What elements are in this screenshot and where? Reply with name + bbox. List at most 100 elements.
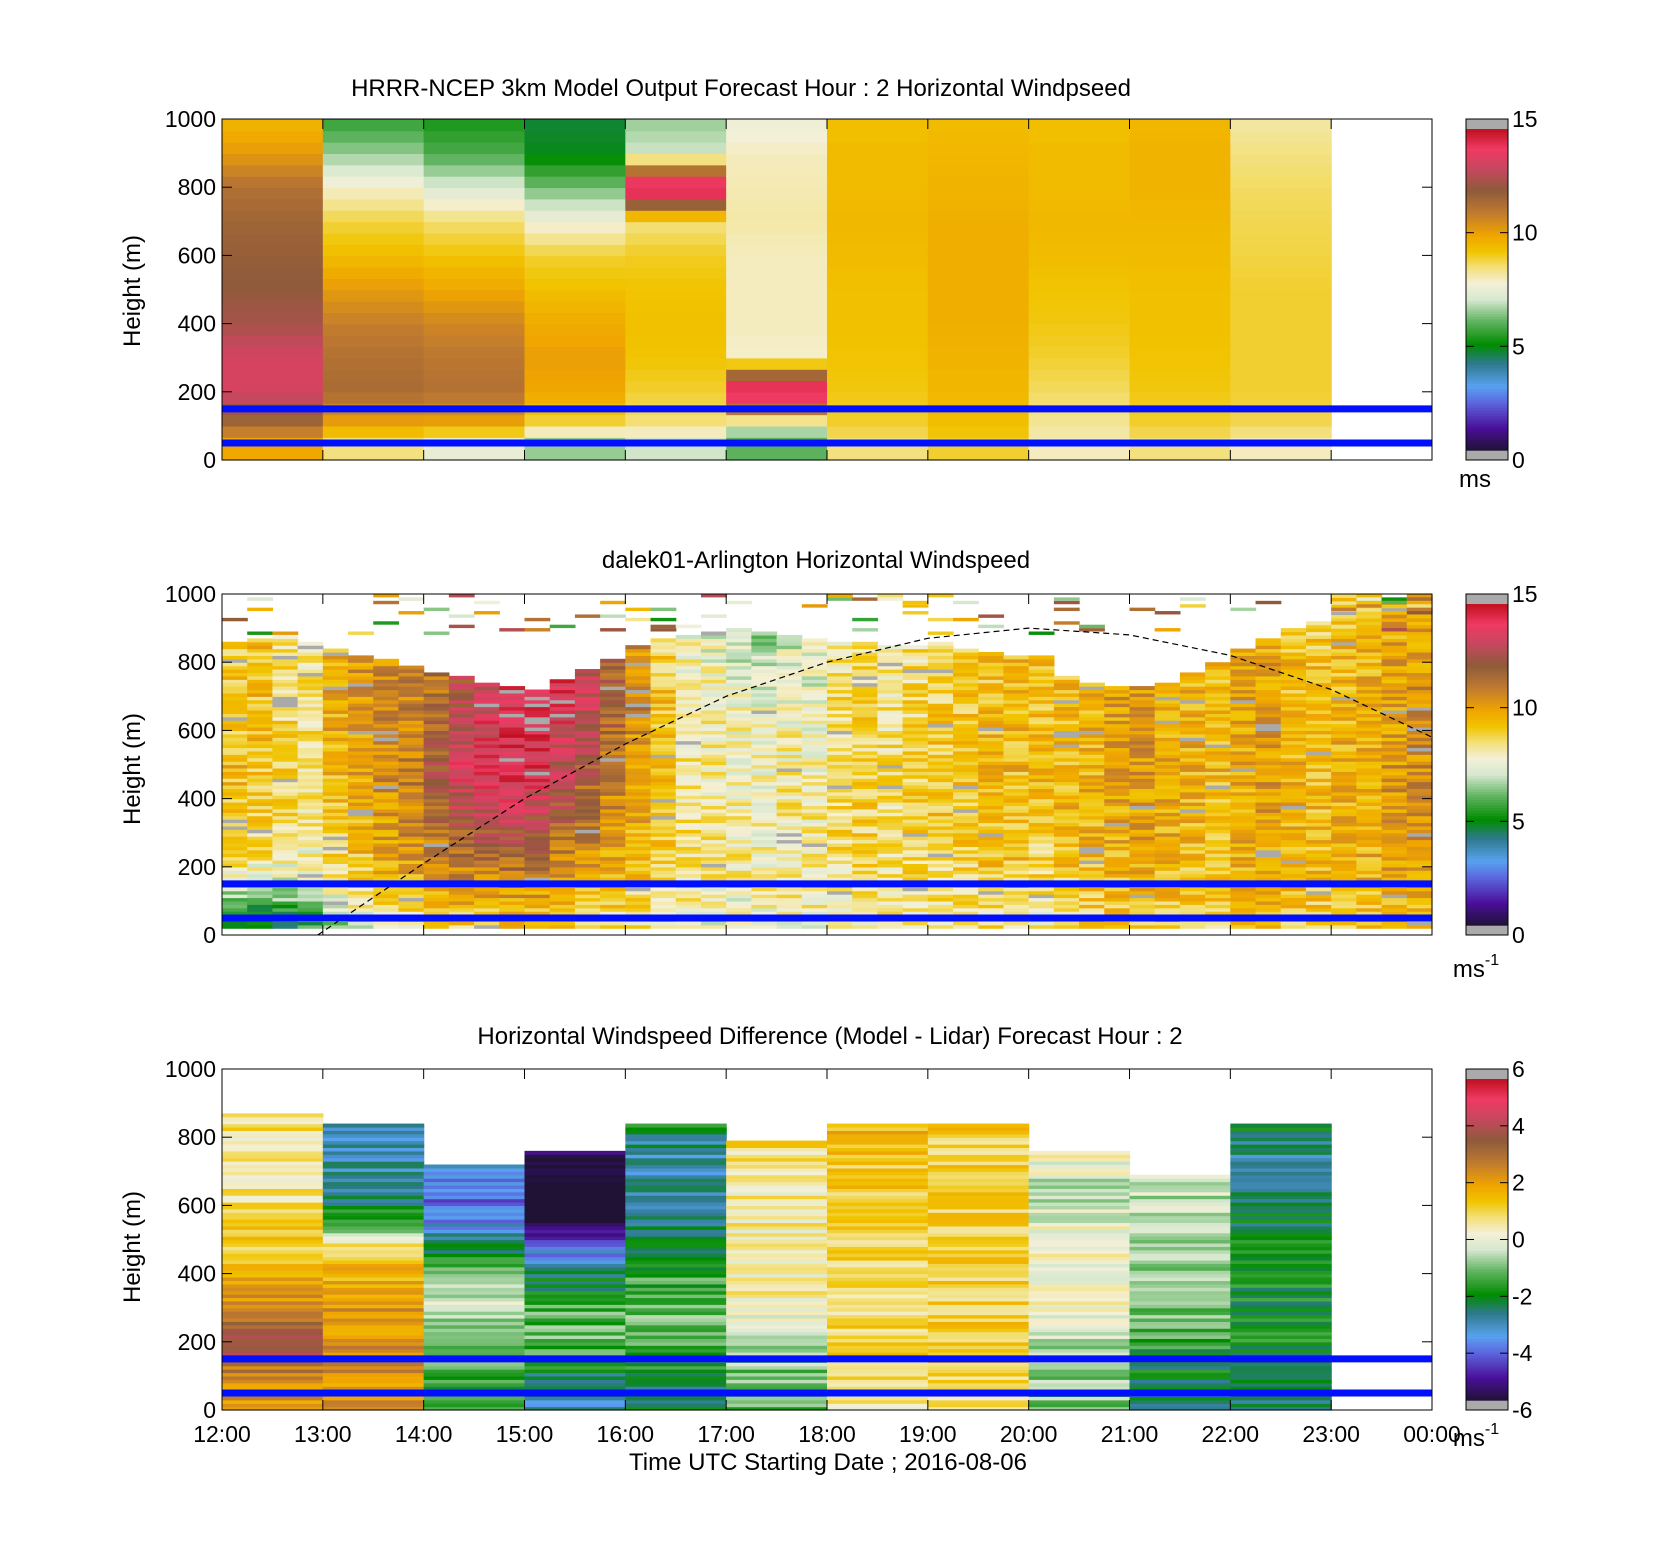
heatmap-cell xyxy=(448,877,475,882)
heatmap-cell xyxy=(322,1123,425,1128)
heatmap-cell xyxy=(726,737,752,742)
heatmap-cell xyxy=(348,699,374,704)
heatmap-cell xyxy=(499,924,526,929)
heatmap-cell xyxy=(222,1263,324,1268)
heatmap-cell xyxy=(827,244,929,257)
heatmap-cell xyxy=(322,1334,425,1339)
heatmap-cell xyxy=(877,696,904,701)
heatmap-cell xyxy=(448,709,475,714)
heatmap-cell xyxy=(247,682,274,687)
heatmap-cell xyxy=(348,706,374,711)
heatmap-cell xyxy=(1255,842,1282,847)
heatmap-cell xyxy=(222,1113,324,1118)
heatmap-cell xyxy=(751,846,778,851)
heatmap-cell xyxy=(827,335,929,348)
heatmap-cell xyxy=(801,822,828,827)
heatmap-cell xyxy=(423,904,450,909)
heatmap-cells xyxy=(222,594,1433,929)
heatmap-cell xyxy=(1129,448,1231,461)
heatmap-cell xyxy=(650,672,677,677)
heatmap-cell xyxy=(222,761,248,766)
heatmap-cell xyxy=(222,737,248,742)
heatmap-cell xyxy=(398,665,425,670)
colorbar-segment xyxy=(1466,793,1508,798)
heatmap-cell xyxy=(625,278,727,291)
heatmap-cell xyxy=(247,709,274,714)
heatmap-cell xyxy=(222,1253,324,1258)
heatmap-cell xyxy=(398,873,425,878)
heatmap-cell xyxy=(1230,907,1257,912)
heatmap-cell xyxy=(953,849,979,854)
heatmap-cell xyxy=(373,679,400,684)
heatmap-cell xyxy=(1230,346,1332,359)
heatmap-cell xyxy=(1104,873,1131,878)
heatmap-cell xyxy=(1381,866,1408,871)
heatmap-cell xyxy=(726,346,828,359)
heatmap-cell xyxy=(222,894,248,899)
heatmap-cell xyxy=(801,907,828,912)
heatmap-cell xyxy=(625,730,652,735)
heatmap-cell xyxy=(700,887,727,892)
heatmap-cell xyxy=(1028,754,1055,759)
heatmap-cell xyxy=(322,849,349,854)
heatmap-cell xyxy=(423,1307,526,1312)
heatmap-cell xyxy=(625,924,652,929)
heatmap-cell xyxy=(373,798,400,803)
heatmap-cell xyxy=(1104,692,1131,697)
heatmap-cell xyxy=(751,894,778,899)
heatmap-cell xyxy=(827,289,929,302)
heatmap-cell xyxy=(1205,859,1231,864)
heatmap-cell xyxy=(1205,819,1231,824)
heatmap-cell xyxy=(222,1161,324,1166)
heatmap-cell xyxy=(297,822,324,827)
heatmap-cell xyxy=(1280,791,1307,796)
heatmap-cell xyxy=(1255,788,1282,793)
heatmap-cell xyxy=(700,648,727,653)
heatmap-cell xyxy=(978,720,1005,725)
heatmap-cell xyxy=(272,750,299,755)
heatmap-cell xyxy=(953,672,979,677)
heatmap-cell xyxy=(524,924,551,929)
heatmap-cell xyxy=(322,900,349,905)
heatmap-cell xyxy=(801,829,828,834)
heatmap-cell xyxy=(726,842,752,847)
heatmap-cell xyxy=(297,764,324,769)
heatmap-cell xyxy=(927,856,954,861)
heatmap-cell xyxy=(953,733,979,738)
heatmap-cell xyxy=(574,723,601,728)
heatmap-cell xyxy=(801,689,828,694)
heatmap-cell xyxy=(474,699,500,704)
heatmap-cell xyxy=(222,1386,324,1391)
heatmap-cell xyxy=(1129,730,1156,735)
heatmap-cell xyxy=(222,1399,324,1404)
heatmap-cell xyxy=(322,825,349,830)
colorbar-segment xyxy=(1466,895,1508,899)
heatmap-cell xyxy=(549,863,576,868)
heatmap-cell xyxy=(1280,812,1307,817)
heatmap-cell xyxy=(322,1144,425,1149)
heatmap-cell xyxy=(1331,628,1357,633)
heatmap-cell xyxy=(373,757,400,762)
heatmap-cell xyxy=(1205,812,1231,817)
heatmap-cell xyxy=(751,679,778,684)
heatmap-cell xyxy=(877,744,904,749)
heatmap-cell xyxy=(726,894,752,899)
heatmap-cell xyxy=(549,812,576,817)
heatmap-cell xyxy=(1179,764,1206,769)
heatmap-cell xyxy=(1381,730,1408,735)
colorbar-segment xyxy=(1466,233,1508,237)
heatmap-cell xyxy=(1079,907,1105,912)
heatmap-cell xyxy=(322,744,349,749)
heatmap-cell xyxy=(726,836,752,841)
heatmap-cell xyxy=(1356,611,1383,616)
heatmap-cell xyxy=(373,921,400,926)
heatmap-cell xyxy=(801,682,828,687)
heatmap-cell xyxy=(474,723,500,728)
heatmap-cell xyxy=(1179,781,1206,786)
heatmap-cell xyxy=(524,1324,626,1329)
heatmap-cell xyxy=(877,761,904,766)
heatmap-cell xyxy=(1003,662,1030,667)
heatmap-cell xyxy=(700,795,727,800)
heatmap-cell xyxy=(1003,747,1030,752)
heatmap-cell xyxy=(1104,740,1131,745)
